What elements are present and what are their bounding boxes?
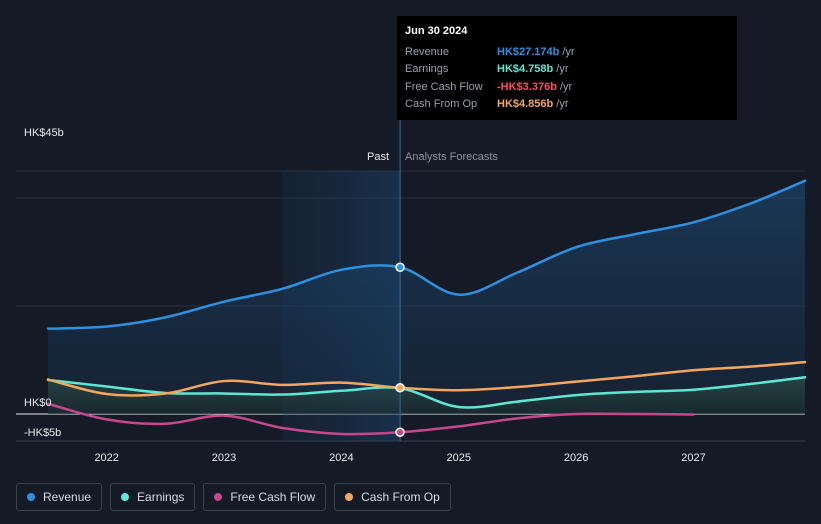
series-areas [48, 180, 805, 414]
past-label: Past [367, 151, 389, 163]
tooltip-label: Revenue [405, 45, 450, 58]
legend-item-cash-from-op[interactable]: Cash From Op [334, 483, 451, 511]
tooltip-unit: /yr [559, 80, 573, 93]
tooltip-value: HK$4.758b [497, 63, 554, 76]
series-lines [46, 179, 807, 436]
legend-item-revenue[interactable]: Revenue [16, 483, 103, 511]
tooltip-label: Cash From Op [405, 98, 478, 111]
tooltip-value: -HK$3.376b [497, 80, 557, 93]
forecast-label: Analysts Forecasts [405, 151, 498, 163]
legend-label: Earnings [137, 490, 185, 504]
legend-dot-icon [214, 493, 223, 501]
y-axis-top-label: HK$45b [24, 127, 64, 139]
legend-item-free-cash-flow[interactable]: Free Cash Flow [203, 483, 327, 511]
legend-label: Cash From Op [361, 490, 440, 504]
earnings-area [48, 377, 805, 414]
axis-labels: HK$45b HK$0 -HK$5b Past Analysts Forecas… [24, 127, 498, 439]
legend-label: Revenue [43, 490, 92, 504]
x-tick-label: 2026 [564, 452, 588, 464]
legend: Revenue Earnings Free Cash Flow Cash Fro… [16, 483, 451, 511]
y-axis-bottom-label: -HK$5b [24, 427, 61, 439]
marker-free-cash-flow [395, 427, 405, 438]
x-tick-label: 2022 [94, 452, 118, 464]
tooltip: Jun 30 2024 Revenue HK$27.174b /yr Earni… [397, 16, 737, 120]
x-tick-label: 2027 [681, 452, 705, 464]
series-line-free-cash-flow [46, 402, 695, 436]
tooltip-label: Earnings [405, 63, 449, 76]
tooltip-label: Free Cash Flow [405, 80, 483, 93]
tooltip-value: HK$27.174b [497, 45, 560, 58]
legend-dot-icon [27, 493, 35, 501]
series-line-cash-from-op [46, 360, 807, 397]
series-line-revenue [46, 179, 807, 330]
x-axis-ticks: 2022 2023 2024 2025 2026 2027 [94, 452, 705, 464]
tooltip-value: HK$4.856b [497, 98, 554, 111]
marker-cash-from-op [395, 383, 405, 393]
x-tick-label: 2023 [212, 452, 236, 464]
tooltip-row-cash-from-op: Cash From Op HK$4.856b /yr [405, 96, 729, 114]
marker-revenue [395, 262, 405, 273]
tooltip-unit: /yr [556, 63, 569, 76]
legend-dot-icon [121, 493, 130, 501]
tooltip-markers [395, 262, 405, 438]
revenue-area [48, 180, 805, 414]
tooltip-row-free-cash-flow: Free Cash Flow -HK$3.376b /yr [405, 78, 729, 96]
tooltip-row-revenue: Revenue HK$27.174b /yr [405, 43, 729, 61]
legend-label: Free Cash Flow [230, 490, 316, 504]
tooltip-date: Jun 30 2024 [405, 25, 468, 37]
legend-item-earnings[interactable]: Earnings [110, 483, 196, 511]
y-axis-zero-label: HK$0 [24, 397, 52, 409]
tooltip-unit: /yr [556, 98, 569, 111]
tooltip-unit: /yr [562, 45, 575, 58]
legend-dot-icon [345, 493, 354, 501]
tooltip-row-earnings: Earnings HK$4.758b /yr [405, 61, 729, 79]
x-tick-label: 2025 [447, 452, 471, 464]
x-tick-label: 2024 [329, 452, 353, 464]
